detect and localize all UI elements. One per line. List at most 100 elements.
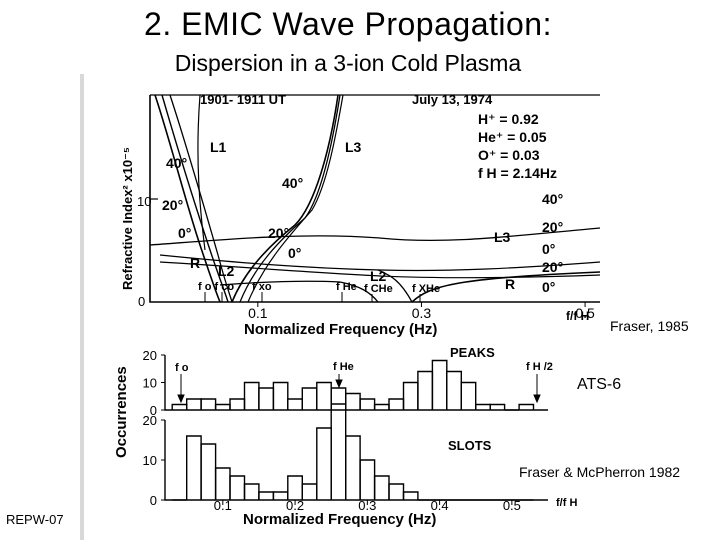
occurrence-x-tick-label: 0.5 xyxy=(503,498,521,513)
curve-r-low xyxy=(159,261,601,279)
histogram-bar xyxy=(200,443,217,500)
histogram-bar xyxy=(287,475,303,500)
histogram-bar xyxy=(373,403,390,410)
scan-edge xyxy=(80,74,84,540)
histogram-bar xyxy=(330,387,347,410)
marker-label: f o xyxy=(175,362,189,374)
histogram-bar xyxy=(330,403,347,500)
angle-label: 20° xyxy=(162,197,183,213)
curve-r-upper xyxy=(149,227,601,246)
angle-label: 40° xyxy=(282,175,303,191)
mode-labels: L1 L3 L3 R L2 L2 R xyxy=(190,139,515,292)
time-label: 1901- 1911 UT xyxy=(200,92,286,107)
curve-l2-right xyxy=(377,269,413,303)
histogram-bar xyxy=(287,398,303,410)
curve-l2-left xyxy=(219,280,379,303)
mode-label: R xyxy=(505,276,515,292)
dispersion-y-tick-10: 10 xyxy=(137,194,151,209)
histogram-bar xyxy=(431,359,448,410)
occurrence-panel: Occurrences 0 10 20 0 10 20 PEAKS SLOTS f o … xyxy=(113,345,577,528)
histogram-y-tick-label: 10 xyxy=(143,376,157,391)
histogram-bar xyxy=(345,435,361,500)
curve-l3-0 xyxy=(231,94,339,303)
param-h: H⁺ = 0.92 xyxy=(478,111,539,127)
marker-arrows xyxy=(177,374,541,404)
histogram-axes xyxy=(164,355,548,411)
occurrence-x-label: Normalized Frequency (Hz) xyxy=(243,511,436,528)
histogram-bar xyxy=(258,387,275,410)
param-o: O⁺ = 0.03 xyxy=(478,147,540,163)
dispersion-axes xyxy=(149,95,600,303)
freq-label: f CHe xyxy=(364,283,393,295)
histogram-bar xyxy=(388,398,405,410)
curve-r-mid xyxy=(159,254,601,272)
mode-label: R xyxy=(190,255,200,271)
param-fh: f H = 2.14Hz xyxy=(478,165,557,181)
histogram-bar xyxy=(345,392,361,410)
histogram-bar xyxy=(316,427,332,500)
occurrence-x-ticks: 0.1 0.2 0.3 0.4 0.5 xyxy=(214,498,521,513)
dispersion-x-unit: f/f H xyxy=(566,309,589,323)
angle-label: 40° xyxy=(166,155,187,171)
histogram-bar xyxy=(373,475,390,500)
credit-fraser-mcpherron: Fraser & McPherron 1982 xyxy=(519,464,681,480)
occurrence-y-label: Occurrences xyxy=(113,366,130,458)
histogram-bar xyxy=(214,403,231,410)
angle-label: 0° xyxy=(542,241,555,257)
occurrence-x-tick-label: 0.2 xyxy=(286,498,304,513)
slots-histogram: 0 10 20 xyxy=(143,403,548,508)
marker-arrowhead xyxy=(533,394,541,404)
histogram-bar xyxy=(200,398,217,410)
histogram-y-tick-label: 0 xyxy=(150,493,157,508)
freq-label: f o f co xyxy=(198,281,234,293)
dispersion-y-label: Refractive Index² x10⁻⁵ xyxy=(120,147,135,290)
histogram-bar xyxy=(186,398,202,410)
occurrence-x-tick-label: 0.1 xyxy=(214,498,232,513)
curve-xhe xyxy=(411,271,601,303)
mode-label: L2 xyxy=(370,268,387,284)
peaks-histogram: 0 10 20 xyxy=(143,348,548,418)
freq-label: f XHe xyxy=(412,283,440,295)
histogram-bar xyxy=(171,403,188,410)
slots-label: SLOTS xyxy=(448,438,492,453)
satellite-label: ATS-6 xyxy=(577,376,622,393)
slide-subtitle: Dispersion in a 3-ion Cold Plasma xyxy=(174,50,522,76)
param-he: He⁺ = 0.05 xyxy=(478,129,547,145)
slide-title: 2. EMIC Wave Propagation: xyxy=(144,6,552,42)
dispersion-y-tick-0: 0 xyxy=(138,294,145,309)
marker-label: f He xyxy=(333,361,354,373)
histogram-axes xyxy=(164,420,548,501)
histogram-bar xyxy=(402,381,419,410)
histogram-bar xyxy=(359,398,376,410)
histogram-bar xyxy=(402,491,419,500)
histogram-y-tick-label: 0 xyxy=(150,403,157,418)
curve-l1-upper xyxy=(197,94,206,251)
histogram-y-tick-label: 10 xyxy=(143,453,157,468)
curve-l1-20 xyxy=(161,94,229,303)
frequency-labels: f o f co f xo f He f CHe f XHe xyxy=(198,281,440,295)
histogram-bar xyxy=(258,491,275,500)
dispersion-x-tick-label: 0.1 xyxy=(248,305,268,321)
occurrence-x-tick-label: 0.3 xyxy=(358,498,376,513)
credit-fraser-1985: Fraser, 1985 xyxy=(610,318,689,334)
mode-label: L3 xyxy=(345,139,362,155)
angle-label: 40° xyxy=(542,191,563,207)
histogram-bar xyxy=(229,398,246,410)
histogram-bar xyxy=(186,435,202,500)
marker-arrowhead xyxy=(177,394,185,404)
mode-label: L1 xyxy=(210,139,227,155)
histogram-bar xyxy=(301,483,318,500)
mode-label: L3 xyxy=(494,229,511,245)
mode-label: L2 xyxy=(218,263,235,279)
histogram-y-tick-label: 20 xyxy=(143,348,157,363)
angle-label: 0° xyxy=(288,245,301,261)
histogram-bar xyxy=(243,381,260,410)
histogram-y-tick-label: 20 xyxy=(143,413,157,428)
dispersion-curves xyxy=(149,94,601,303)
occurrence-x-unit: f/f H xyxy=(556,497,577,509)
histogram-bar xyxy=(316,381,332,410)
histogram-bar xyxy=(388,483,405,500)
dispersion-x-tick-label: 0.3 xyxy=(412,305,432,321)
histogram-bar xyxy=(460,381,477,410)
